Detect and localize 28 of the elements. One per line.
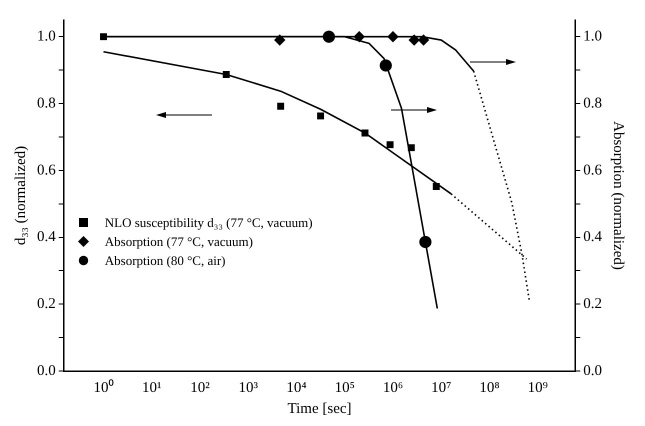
x-tick-label: 10⁴	[286, 380, 307, 396]
y-tick-label: 0.2	[37, 296, 56, 312]
x-tick-label: 10²	[190, 380, 210, 396]
y-axis-title: d₃₃ (normalized)	[12, 146, 29, 246]
y2-tick-label: 0.2	[583, 296, 602, 312]
y-tick-label: 1.0	[37, 28, 56, 45]
x-tick-label: 10¹	[142, 380, 162, 396]
x-tick-label: 10⁵	[334, 380, 355, 396]
legend-label: NLO susceptibility d₃₃ (77 °C, vacuum)	[104, 214, 313, 232]
legend-label: Absorption (80 °C, air)	[104, 252, 226, 270]
y2-tick-label: 0.0	[583, 362, 602, 379]
y2-tick-label: 1.0	[583, 28, 602, 45]
y2-axis-title: Absorption (normalized)	[610, 121, 626, 270]
y-tick-label: 0.6	[37, 162, 56, 178]
y-tick-label: 0.4	[37, 229, 56, 246]
y-tick-label: 0.0	[37, 362, 56, 379]
x-tick-label: 10⁶	[382, 380, 404, 396]
x-axis-title: Time [sec]	[287, 400, 352, 417]
y2-tick-label: 0.4	[583, 229, 602, 246]
x-tick-label: 10⁰	[94, 378, 114, 396]
x-tick-label: 10⁸	[479, 380, 500, 396]
legend-label: Absorption (77 °C, vacuum)	[104, 233, 253, 252]
x-tick-label: 10⁹	[528, 380, 548, 396]
y-tick-label: 0.8	[37, 96, 56, 112]
y2-tick-label: 0.8	[583, 96, 602, 112]
x-tick-label: 10⁷	[431, 380, 452, 396]
y2-tick-label: 0.6	[583, 162, 602, 178]
x-tick-label: 10³	[238, 380, 258, 396]
